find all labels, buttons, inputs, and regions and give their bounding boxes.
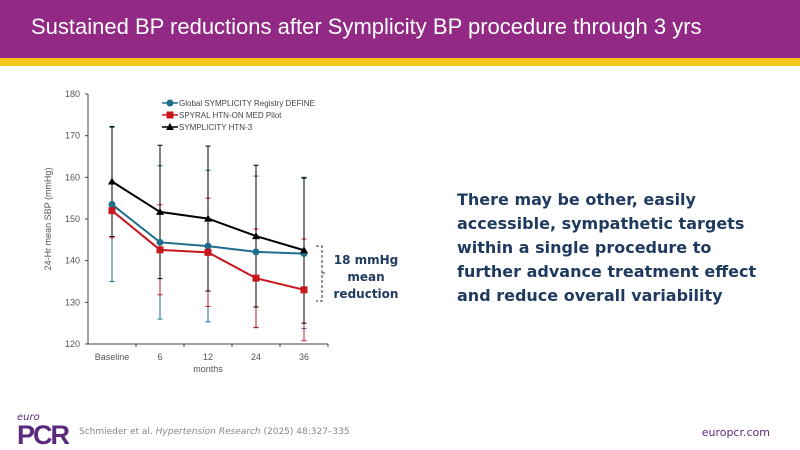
data-point [252,274,260,282]
y-tick-label: 170 [65,131,80,141]
y-tick-label: 180 [65,89,80,99]
y-tick-label: 130 [65,297,80,307]
data-point [204,214,212,222]
data-point [108,177,116,185]
citation: Schmieder et al. Hypertension Research (… [79,427,350,437]
website-link[interactable]: europcr.com [701,426,770,439]
data-point [300,246,308,254]
data-point [108,200,116,208]
citation-journal: Hypertension Research [155,427,261,437]
legend-marker [166,99,174,107]
data-point [156,207,164,215]
data-point [156,238,164,246]
europcr-logo: euro PCR [17,412,70,450]
data-point [300,286,308,294]
y-tick-label: 120 [65,339,80,349]
annotation-line: 18 mmHg [333,253,399,267]
data-point [204,242,212,250]
citation-details: (2025) 48:327–335 [260,427,350,437]
annotation-line: reduction [333,287,399,301]
x-tick-label: 24 [251,352,261,362]
y-tick-label: 150 [65,214,80,224]
x-tick-label: 12 [203,352,213,362]
reduction-bracket [316,245,327,302]
legend-marker [166,111,174,119]
key-message: There may be other, easily accessible, s… [457,190,757,305]
x-tick-label: Baseline [95,352,130,362]
y-tick-label: 140 [65,256,80,266]
legend-label: SYMPLICITY HTN-3 [179,123,253,132]
data-point [108,207,116,215]
x-tick-label: 6 [157,352,162,362]
header-bar: Sustained BP reductions after Symplicity… [0,0,800,58]
reduction-annotation: 18 mmHg mean reduction [328,252,404,303]
logo-text: euro [17,412,40,423]
x-tick-label: 36 [299,352,309,362]
y-axis-label: 24-Hr mean SBP (mmHg) [43,168,53,271]
x-axis-label: months [193,364,223,374]
data-point [156,246,164,254]
legend-label: SPYRAL HTN-ON MED Pilot [179,111,282,120]
legend-label: Global SYMPLICITY Registry DEFINE [179,99,315,108]
data-point [252,232,260,240]
legend-marker [166,123,174,130]
accent-stripe [0,58,800,66]
data-point [204,248,212,256]
logo-text: PCR [17,420,70,450]
y-tick-label: 160 [65,172,80,182]
slide-title: Sustained BP reductions after Symplicity… [31,14,702,39]
data-point [252,248,260,256]
citation-authors: Schmieder et al. [79,427,156,437]
annotation-line: mean [347,270,385,284]
